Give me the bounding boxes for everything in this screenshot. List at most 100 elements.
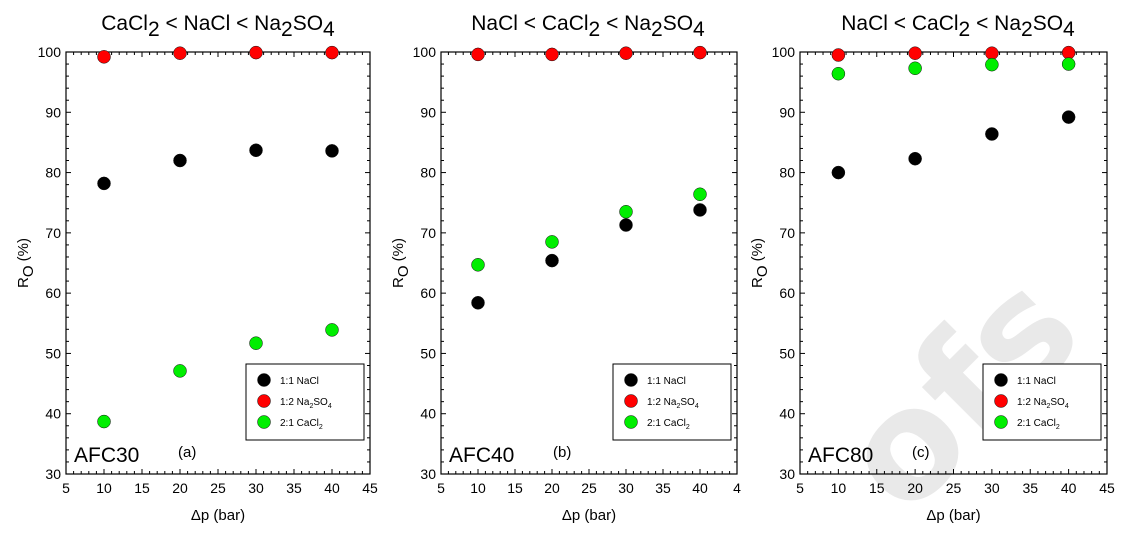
data-point (693, 187, 707, 202)
x-tick-label: 45 (362, 480, 378, 496)
y-axis-label: RO (%) (390, 238, 412, 288)
y-tick-label: 40 (779, 406, 795, 422)
text-part: (%) (390, 238, 407, 266)
data-point (471, 47, 485, 62)
text-part: SO (1050, 397, 1065, 408)
legend-label: 1:2 Na2SO4 (1017, 397, 1069, 410)
chart-title: CaCl2 < NaCl < Na2SO4 (101, 12, 335, 41)
legend-label: 1:1 NaCl (280, 376, 319, 387)
y-tick-label: 70 (45, 225, 61, 241)
subscript: 4 (1063, 18, 1075, 41)
text-part: (%) (749, 238, 766, 266)
data-point (908, 61, 922, 76)
legend-marker (624, 394, 638, 408)
legend-marker (994, 415, 1008, 429)
legend-marker (257, 373, 271, 387)
data-point (831, 48, 846, 62)
text-part: < Na (970, 12, 1021, 35)
x-tick-label: 30 (248, 480, 264, 496)
y-tick-label: 50 (779, 345, 795, 361)
legend-label: 2:1 CaCl2 (647, 418, 690, 431)
data-point (471, 296, 485, 310)
legend-label: 1:1 NaCl (647, 376, 686, 387)
x-tick-label: 40 (324, 480, 340, 496)
x-tick-label: 45 (1099, 480, 1115, 496)
data-point (173, 364, 187, 378)
membrane-label: AFC40 (449, 444, 514, 467)
panel-tag: (b) (553, 444, 571, 461)
text-part: CaCl (101, 12, 148, 35)
data-point (173, 153, 187, 168)
legend-marker (257, 415, 271, 429)
subscript: 2 (1021, 18, 1033, 41)
legend-marker (994, 394, 1008, 408)
panel-tag: (a) (178, 444, 196, 461)
y-tick-label: 30 (420, 466, 436, 482)
membrane-label: AFC80 (808, 444, 873, 467)
membrane-label: AFC30 (74, 444, 139, 467)
x-tick-label: 30 (984, 480, 1000, 496)
data-point (97, 414, 111, 429)
data-point (619, 205, 633, 219)
text-part: 1:2 Na (647, 397, 677, 408)
y-tick-label: 70 (420, 225, 436, 241)
legend-marker (624, 415, 638, 429)
data-point (173, 46, 187, 60)
subscript: 2 (281, 18, 293, 41)
subscript: 2 (309, 403, 313, 410)
x-axis-label: Δp (bar) (562, 507, 616, 524)
x-tick-label: 35 (1022, 480, 1038, 496)
y-tick-label: 90 (45, 104, 61, 120)
x-tick-label: 25 (581, 480, 597, 496)
legend-label: 2:1 CaCl2 (280, 418, 323, 431)
y-tick-label: 40 (45, 406, 61, 422)
subscript: 4 (695, 403, 699, 410)
text-part: SO (313, 397, 328, 408)
subscript: 4 (328, 403, 332, 410)
text-part: R (390, 277, 407, 288)
data-point (1061, 57, 1076, 71)
data-point (1061, 110, 1076, 124)
x-tick-label: 5 (437, 480, 445, 496)
text-part: (%) (15, 238, 32, 266)
data-point (97, 176, 111, 191)
x-tick-label: 40 (1061, 480, 1077, 496)
x-tick-label: 25 (946, 480, 962, 496)
text-part: 2:1 CaCl (647, 418, 686, 429)
subscript: 2 (651, 18, 663, 41)
y-tick-label: 80 (45, 165, 61, 181)
x-axis-label: Δp (bar) (191, 507, 245, 524)
text-part: SO (293, 12, 323, 35)
subscript: 2 (148, 18, 160, 41)
data-point (693, 203, 707, 217)
x-tick-label: 10 (96, 480, 112, 496)
data-point (619, 218, 633, 232)
x-tick-label: 15 (134, 480, 150, 496)
text-part: 1:1 NaCl (647, 376, 686, 387)
x-tick-label: 10 (831, 480, 847, 496)
y-axis-label: RO (%) (15, 238, 37, 288)
subscript: 2 (589, 18, 601, 41)
text-part: NaCl < CaCl (841, 12, 958, 35)
y-tick-label: 100 (413, 44, 437, 60)
data-point (985, 57, 999, 72)
x-axis-label: Δp (bar) (926, 507, 980, 524)
y-tick-label: 50 (420, 345, 436, 361)
y-tick-label: 60 (45, 285, 61, 301)
text-part: R (749, 277, 766, 288)
chart-panel-1: 5 10 15 20 25 30 35 40 45 30 40 50 60 70 80 90 100 CaCl2 … (15, 12, 378, 524)
y-tick-label: 70 (779, 225, 795, 241)
data-point (325, 323, 339, 337)
subscript: 2 (686, 424, 690, 431)
x-tick-label: 35 (655, 480, 671, 496)
x-tick-label: 20 (172, 480, 188, 496)
legend-label: 1:2 Na2SO4 (280, 397, 332, 410)
text-part: 2:1 CaCl (280, 418, 319, 429)
chart-title: NaCl < CaCl2 < Na2SO4 (841, 12, 1075, 41)
chart-panel-3: 5 10 15 20 25 30 35 40 45 30 40 50 60 70 80 90 100 NaCl <… (749, 12, 1115, 524)
chart-title: NaCl < CaCl2 < Na2SO4 (471, 12, 705, 41)
subscript: 2 (959, 18, 971, 41)
data-point (831, 165, 846, 180)
subscript: 2 (319, 424, 323, 431)
legend-marker (257, 394, 271, 408)
